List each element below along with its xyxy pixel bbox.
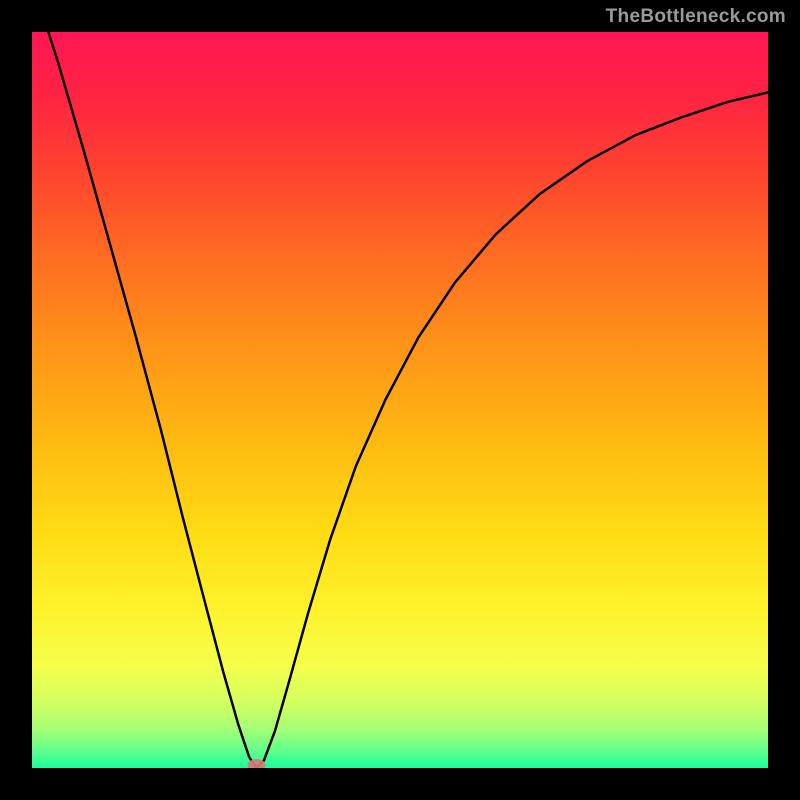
plot-svg xyxy=(32,32,768,768)
watermark-text: TheBottleneck.com xyxy=(606,6,786,28)
chart-container: TheBottleneck.com xyxy=(0,0,800,800)
gradient-background xyxy=(32,32,768,768)
plot-area xyxy=(32,32,768,768)
